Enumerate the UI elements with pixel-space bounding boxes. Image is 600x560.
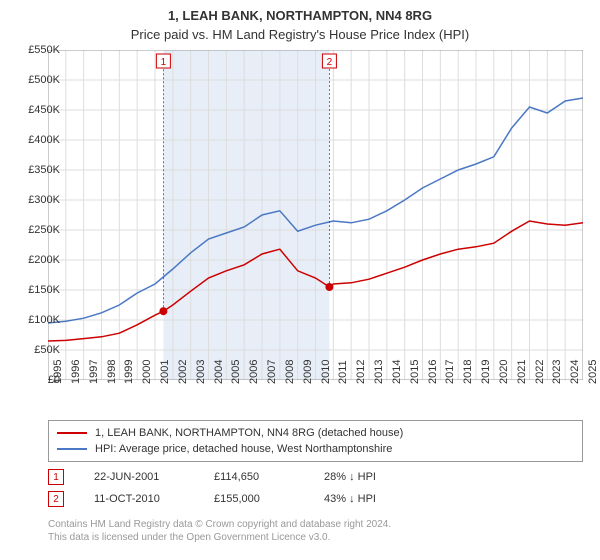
- transaction-diff-1: 28% ↓ HPI: [324, 471, 424, 483]
- x-tick-label: 2013: [373, 360, 385, 384]
- x-tick-label: 2025: [587, 360, 599, 384]
- x-tick-label: 2004: [213, 360, 225, 384]
- legend-swatch-hpi: [57, 448, 87, 450]
- y-tick-label: £250K: [28, 224, 60, 236]
- attribution-line1: Contains HM Land Registry data © Crown c…: [48, 518, 391, 531]
- x-tick-label: 1999: [123, 360, 135, 384]
- y-tick-label: £150K: [28, 284, 60, 296]
- x-tick-label: 2005: [230, 360, 242, 384]
- x-tick-label: 1995: [52, 360, 64, 384]
- y-tick-label: £400K: [28, 134, 60, 146]
- transaction-marker-1: 1: [48, 469, 64, 485]
- chart-plot-area: 12: [48, 50, 583, 380]
- transactions-list: 1 22-JUN-2001 £114,650 28% ↓ HPI 2 11-OC…: [48, 466, 424, 510]
- x-tick-label: 1996: [70, 360, 82, 384]
- chart-svg: 12: [48, 50, 583, 380]
- x-tick-label: 2018: [462, 360, 474, 384]
- legend-row-hpi: HPI: Average price, detached house, West…: [57, 441, 574, 457]
- x-tick-label: 2010: [320, 360, 332, 384]
- legend-label-property: 1, LEAH BANK, NORTHAMPTON, NN4 8RG (deta…: [95, 427, 403, 439]
- transaction-price-1: £114,650: [214, 471, 324, 483]
- legend-box: 1, LEAH BANK, NORTHAMPTON, NN4 8RG (deta…: [48, 420, 583, 462]
- x-tick-label: 2023: [551, 360, 563, 384]
- x-tick-label: 2009: [302, 360, 314, 384]
- x-tick-label: 2020: [498, 360, 510, 384]
- x-tick-label: 2017: [444, 360, 456, 384]
- x-tick-label: 2006: [248, 360, 260, 384]
- y-tick-label: £50K: [34, 344, 60, 356]
- svg-text:1: 1: [161, 57, 167, 68]
- y-tick-label: £450K: [28, 104, 60, 116]
- x-tick-label: 2002: [177, 360, 189, 384]
- x-tick-label: 2008: [284, 360, 296, 384]
- x-tick-label: 2021: [516, 360, 528, 384]
- x-tick-label: 2024: [569, 360, 581, 384]
- x-tick-label: 2019: [480, 360, 492, 384]
- y-tick-label: £100K: [28, 314, 60, 326]
- attribution-text: Contains HM Land Registry data © Crown c…: [48, 518, 391, 544]
- transaction-row-1: 1 22-JUN-2001 £114,650 28% ↓ HPI: [48, 466, 424, 488]
- x-tick-label: 1997: [88, 360, 100, 384]
- chart-title-line2: Price paid vs. HM Land Registry's House …: [0, 25, 600, 42]
- transaction-date-1: 22-JUN-2001: [94, 471, 214, 483]
- chart-title-line1: 1, LEAH BANK, NORTHAMPTON, NN4 8RG: [0, 0, 600, 25]
- x-tick-label: 2022: [534, 360, 546, 384]
- transaction-row-2: 2 11-OCT-2010 £155,000 43% ↓ HPI: [48, 488, 424, 510]
- transaction-marker-2: 2: [48, 491, 64, 507]
- x-tick-label: 2007: [266, 360, 278, 384]
- x-tick-label: 2016: [427, 360, 439, 384]
- transaction-date-2: 11-OCT-2010: [94, 493, 214, 505]
- y-tick-label: £200K: [28, 254, 60, 266]
- x-tick-label: 2001: [159, 360, 171, 384]
- transaction-price-2: £155,000: [214, 493, 324, 505]
- legend-swatch-property: [57, 432, 87, 434]
- legend-row-property: 1, LEAH BANK, NORTHAMPTON, NN4 8RG (deta…: [57, 425, 574, 441]
- transaction-diff-2: 43% ↓ HPI: [324, 493, 424, 505]
- y-tick-label: £500K: [28, 74, 60, 86]
- y-tick-label: £550K: [28, 44, 60, 56]
- svg-text:2: 2: [327, 57, 333, 68]
- y-tick-label: £300K: [28, 194, 60, 206]
- y-tick-label: £350K: [28, 164, 60, 176]
- x-tick-label: 2012: [355, 360, 367, 384]
- x-tick-label: 2015: [409, 360, 421, 384]
- x-tick-label: 2003: [195, 360, 207, 384]
- attribution-line2: This data is licensed under the Open Gov…: [48, 531, 391, 544]
- legend-label-hpi: HPI: Average price, detached house, West…: [95, 443, 392, 455]
- x-tick-label: 2000: [141, 360, 153, 384]
- x-tick-label: 2011: [337, 360, 349, 384]
- x-tick-label: 2014: [391, 360, 403, 384]
- x-tick-label: 1998: [106, 360, 118, 384]
